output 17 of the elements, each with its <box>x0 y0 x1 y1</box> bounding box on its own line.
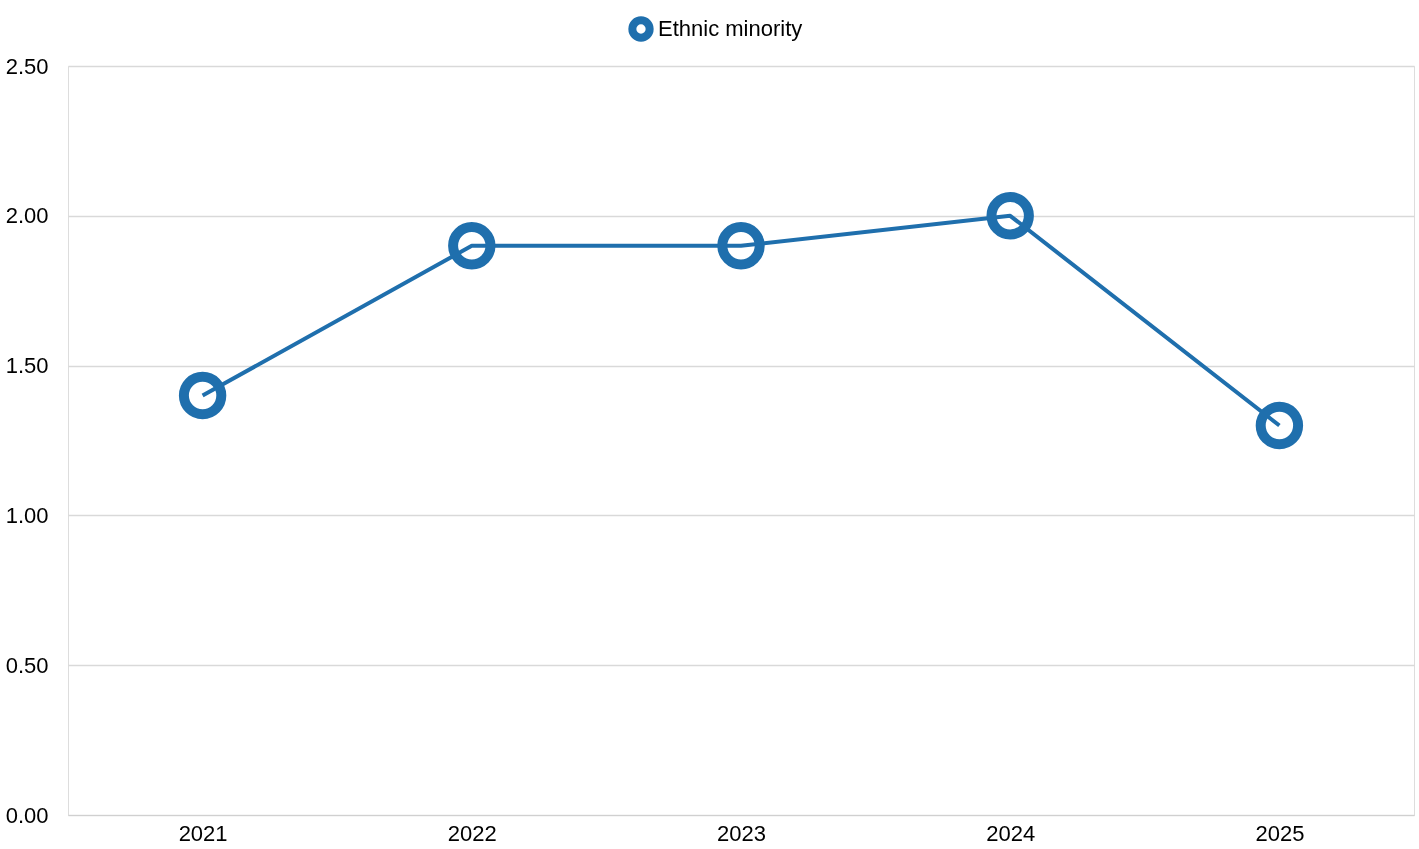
y-tick-label: 0.50 <box>5 652 49 678</box>
x-tick-label: 2023 <box>717 820 766 846</box>
y-tick-label: 0.00 <box>5 802 49 828</box>
y-tick-label: 1.00 <box>5 502 49 528</box>
point <box>448 222 496 270</box>
point <box>178 371 227 420</box>
x-tick-label: 2025 <box>1255 820 1305 846</box>
point <box>1255 401 1304 450</box>
x-tick-label: 2024 <box>986 820 1036 846</box>
x-tick-label: 2021 <box>178 820 228 846</box>
x-tick-label: 2022 <box>447 820 497 846</box>
point <box>717 222 765 270</box>
point <box>986 192 1034 240</box>
y-tick-label: 2.00 <box>5 203 49 229</box>
y-tick-label: 2.50 <box>5 53 49 79</box>
legend-label: Ethnic minority <box>658 16 803 41</box>
y-tick-label: 1.50 <box>5 353 49 379</box>
